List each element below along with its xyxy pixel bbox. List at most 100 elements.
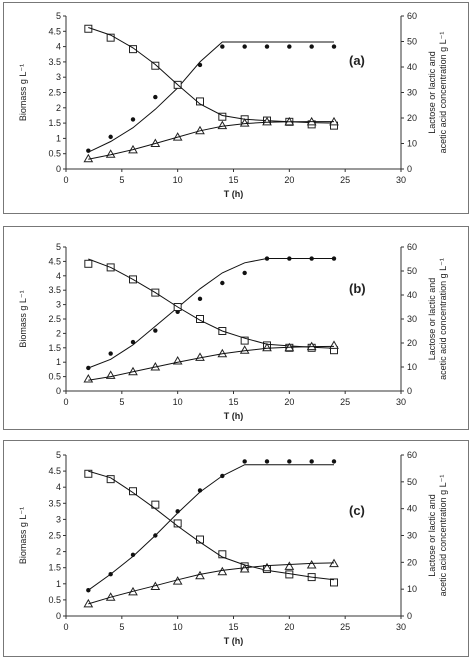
data-point-circle xyxy=(242,459,247,464)
x-tick-label: 0 xyxy=(63,397,68,407)
x-tick-label: 5 xyxy=(119,175,124,185)
y-left-tick-label: 2.5 xyxy=(48,531,61,541)
data-point-triangle xyxy=(262,342,272,352)
chart-c-svg: 0 5 10 15 20 25 3000.511.522.533.544.550102030… xyxy=(18,450,448,646)
y-left-tick-label: 0.5 xyxy=(48,595,61,605)
data-point-circle xyxy=(242,44,247,49)
y-left-tick-label: 0 xyxy=(56,164,61,174)
data-point-square xyxy=(106,33,115,42)
y-axis-left-title: Biomass g L⁻¹ xyxy=(18,507,28,564)
y-left-tick-label: 5 xyxy=(56,242,61,252)
y-right-tick-label: 10 xyxy=(407,584,417,594)
y-right-tick-label: 20 xyxy=(407,338,417,348)
y-left-tick-label: 2 xyxy=(56,547,61,557)
chart-panel-c: 0 5 10 15 20 25 30 0 0.5 1 1.5 2 2.5 3 3.5 4 4.5 5 0 10 20 30… xyxy=(3,440,469,657)
data-point-square xyxy=(84,259,93,268)
x-tick-label: 30 xyxy=(396,622,406,632)
data-point-circle xyxy=(130,117,136,122)
y-left-tick-label: 1.5 xyxy=(48,343,61,353)
x-tick-label: 10 xyxy=(173,175,183,185)
y-right-tick-label: 10 xyxy=(407,362,417,372)
x-tick-label: 0 xyxy=(63,175,68,185)
data-point-triangle xyxy=(83,153,94,163)
y-left-tick-label: 3 xyxy=(56,72,61,82)
y-left-tick-label: 1 xyxy=(56,579,61,589)
y-axis-right-title-line1: Lactose or lactic and xyxy=(427,494,437,577)
data-point-circle xyxy=(242,270,247,276)
y-axis-right-title-line1: Lactose or lactic and xyxy=(427,51,437,134)
x-tick-label: 20 xyxy=(284,175,294,185)
x-tick-label: 20 xyxy=(284,622,294,632)
x-tick-label: 0 xyxy=(63,622,68,632)
data-point-circle xyxy=(108,351,113,356)
y-left-tick-label: 1 xyxy=(56,133,61,143)
y-left-tick-label: 3 xyxy=(56,300,61,310)
y-left-tick-label: 2.5 xyxy=(48,314,61,324)
y-left-tick-label: 4 xyxy=(56,271,61,281)
data-point-triangle xyxy=(239,118,250,127)
y-left-tick-label: 3.5 xyxy=(48,57,61,67)
data-point-circle xyxy=(264,459,270,464)
series-1-fit-line xyxy=(88,41,334,153)
series-1-fit-line xyxy=(88,258,334,369)
y-right-tick-label: 20 xyxy=(407,113,417,123)
y-right-tick-label: 50 xyxy=(407,266,417,276)
y-left-tick-label: 3 xyxy=(56,514,61,524)
data-point-triangle xyxy=(329,340,339,349)
x-tick-label: 15 xyxy=(228,622,238,632)
x-tick-label: 30 xyxy=(396,397,406,407)
x-tick-label: 25 xyxy=(340,175,350,185)
series-5-fit-line xyxy=(88,345,335,381)
y-axis-right-title-line1: Lactose or lactic and xyxy=(427,278,437,361)
data-point-circle xyxy=(108,134,113,140)
data-point-circle xyxy=(130,339,136,345)
y-right-tick-label: 30 xyxy=(407,531,417,541)
y-left-tick-label: 1.5 xyxy=(48,118,61,128)
x-tick-label: 15 xyxy=(228,397,238,407)
data-point-circle xyxy=(264,44,270,49)
x-tick-label: 5 xyxy=(119,622,124,632)
chart-b-svg: 0 5 10 15 20 25 3000.511.522.533.544.550102030… xyxy=(18,242,448,421)
y-right-tick-label: 50 xyxy=(407,37,417,47)
y-left-tick-label: 1 xyxy=(56,357,61,367)
y-right-tick-label: 60 xyxy=(407,11,417,21)
data-point-circle xyxy=(153,328,158,333)
data-point-circle xyxy=(331,44,337,49)
y-axis-left-title: Biomass g L⁻¹ xyxy=(18,64,28,121)
y-left-tick-label: 0 xyxy=(56,611,61,621)
x-tick-label: 25 xyxy=(340,397,350,407)
data-point-triangle xyxy=(262,116,272,126)
data-point-triangle xyxy=(284,561,295,570)
data-point-square xyxy=(218,112,227,121)
y-left-tick-label: 5 xyxy=(56,11,61,21)
data-point-circle xyxy=(309,459,314,464)
y-right-tick-label: 30 xyxy=(407,88,417,98)
data-point-circle xyxy=(287,44,292,49)
x-tick-label: 10 xyxy=(173,397,183,407)
y-right-tick-label: 0 xyxy=(407,164,412,174)
data-point-square xyxy=(240,336,249,345)
data-point-circle xyxy=(309,44,314,49)
panel-label: (b) xyxy=(349,281,366,296)
data-point-triangle xyxy=(239,345,250,354)
x-tick-label: 20 xyxy=(284,397,294,407)
data-point-square xyxy=(196,315,204,323)
y-left-tick-label: 0.5 xyxy=(48,372,61,382)
y-right-tick-label: 40 xyxy=(407,504,417,514)
y-axis-right-title-line2: acetic acid concentration g L⁻¹ xyxy=(438,32,448,154)
data-point-square xyxy=(106,475,115,484)
data-point-square xyxy=(129,45,137,54)
y-left-tick-label: 4.5 xyxy=(48,466,61,476)
y-axis-right-title-line2: acetic acid concentration g L⁻¹ xyxy=(438,475,448,597)
x-tick-label: 10 xyxy=(173,622,183,632)
data-point-circle xyxy=(331,459,337,464)
x-tick-label: 25 xyxy=(340,622,350,632)
panel-label: (a) xyxy=(349,53,365,68)
y-left-tick-label: 4.5 xyxy=(48,256,61,266)
y-left-tick-label: 2.5 xyxy=(48,88,61,98)
data-point-circle xyxy=(153,94,158,100)
y-left-tick-label: 1.5 xyxy=(48,563,61,573)
series-5-fit-line xyxy=(88,121,334,160)
chart-panel-a: 0 5 10 15 20 25 30 0 0.5 1 1.5 2 2.5 3 3.5 4 4.5 5 0 10 20 30… xyxy=(3,2,469,214)
data-point-triangle xyxy=(306,560,317,569)
